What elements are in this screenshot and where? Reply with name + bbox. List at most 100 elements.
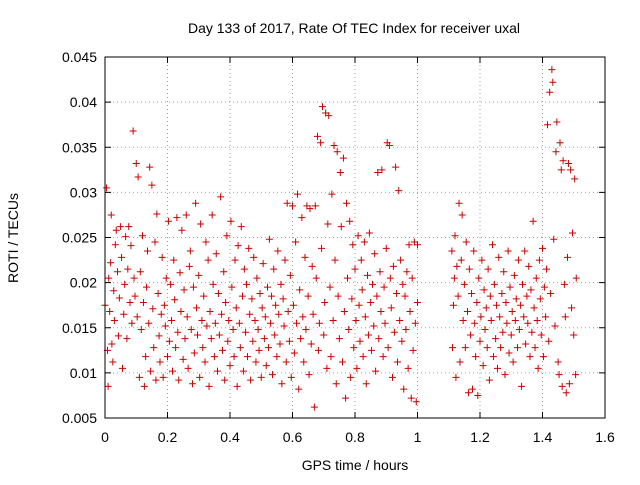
data-point <box>187 326 195 334</box>
data-point <box>360 238 368 246</box>
data-point <box>205 382 213 390</box>
data-point <box>254 326 262 334</box>
data-point <box>323 364 331 372</box>
data-point <box>259 260 267 268</box>
data-point <box>183 313 191 321</box>
data-point <box>129 127 137 135</box>
data-point <box>560 280 568 288</box>
data-point <box>214 367 221 375</box>
data-point <box>569 229 576 237</box>
data-point <box>176 269 184 277</box>
data-point <box>561 313 569 321</box>
data-point <box>301 253 309 261</box>
data-point <box>214 289 222 297</box>
data-point <box>145 319 153 327</box>
data-point <box>193 304 201 312</box>
data-point <box>234 242 242 250</box>
data-point <box>404 364 412 372</box>
data-point <box>221 376 229 384</box>
data-point <box>354 232 362 240</box>
data-point <box>352 317 360 325</box>
data-point <box>468 289 476 297</box>
data-point <box>342 394 350 402</box>
data-point <box>558 382 566 390</box>
data-point <box>389 373 396 381</box>
data-point <box>464 389 472 397</box>
data-point <box>350 344 358 352</box>
data-point <box>229 326 237 334</box>
data-point <box>536 295 544 303</box>
data-point <box>245 244 253 252</box>
data-point <box>459 317 467 325</box>
data-point <box>185 262 193 270</box>
data-point <box>359 353 367 361</box>
data-point <box>518 382 526 390</box>
data-point <box>292 238 300 246</box>
data-point <box>449 301 457 309</box>
data-point <box>377 308 385 316</box>
data-point <box>457 256 465 264</box>
x-tick-label: 1.6 <box>595 429 615 445</box>
data-point <box>311 202 319 210</box>
data-point <box>165 337 173 345</box>
data-point <box>143 283 151 291</box>
y-tick-label: 0.03 <box>70 184 97 200</box>
data-point <box>339 154 347 162</box>
data-point <box>149 305 157 313</box>
data-point <box>309 310 317 318</box>
data-point <box>201 358 209 366</box>
data-point <box>489 353 497 361</box>
data-point <box>373 292 381 300</box>
data-point <box>252 358 260 366</box>
data-point <box>121 280 129 288</box>
data-point <box>158 253 166 261</box>
data-point <box>556 139 564 147</box>
data-point <box>546 88 554 96</box>
data-point <box>208 211 216 219</box>
data-point <box>146 163 154 171</box>
data-point <box>473 298 481 306</box>
data-point <box>508 308 516 316</box>
data-point <box>281 256 289 264</box>
data-point <box>471 319 479 327</box>
data-point <box>243 280 251 288</box>
data-point <box>294 190 301 198</box>
data-point <box>384 344 392 352</box>
data-point <box>382 244 390 252</box>
data-point <box>209 280 217 288</box>
data-point <box>118 253 126 261</box>
data-point <box>520 313 528 321</box>
data-point <box>289 301 297 309</box>
data-point <box>286 271 294 279</box>
data-point <box>407 394 415 402</box>
data-point <box>340 308 348 316</box>
x-tick-label: 0.2 <box>158 429 178 445</box>
data-point <box>142 353 150 361</box>
x-tick-label: 1.2 <box>470 429 490 445</box>
data-point <box>255 346 263 354</box>
data-point <box>278 380 286 388</box>
data-point <box>186 247 194 255</box>
data-point <box>212 250 220 258</box>
data-point <box>256 289 264 297</box>
data-point <box>264 344 272 352</box>
data-point <box>172 344 180 352</box>
data-point <box>133 313 141 321</box>
data-point <box>270 265 278 273</box>
data-point <box>450 274 458 282</box>
data-point <box>109 358 117 366</box>
data-point <box>540 283 548 291</box>
data-point <box>462 238 470 246</box>
data-point <box>474 391 482 399</box>
data-point <box>162 274 170 282</box>
data-point <box>248 295 256 303</box>
data-point <box>522 340 530 348</box>
data-point <box>495 253 503 261</box>
data-point <box>486 292 494 300</box>
data-point <box>526 353 534 361</box>
data-point <box>545 337 553 345</box>
data-point <box>147 367 155 375</box>
data-point <box>467 331 475 339</box>
data-point <box>477 313 485 321</box>
data-point <box>120 310 128 318</box>
